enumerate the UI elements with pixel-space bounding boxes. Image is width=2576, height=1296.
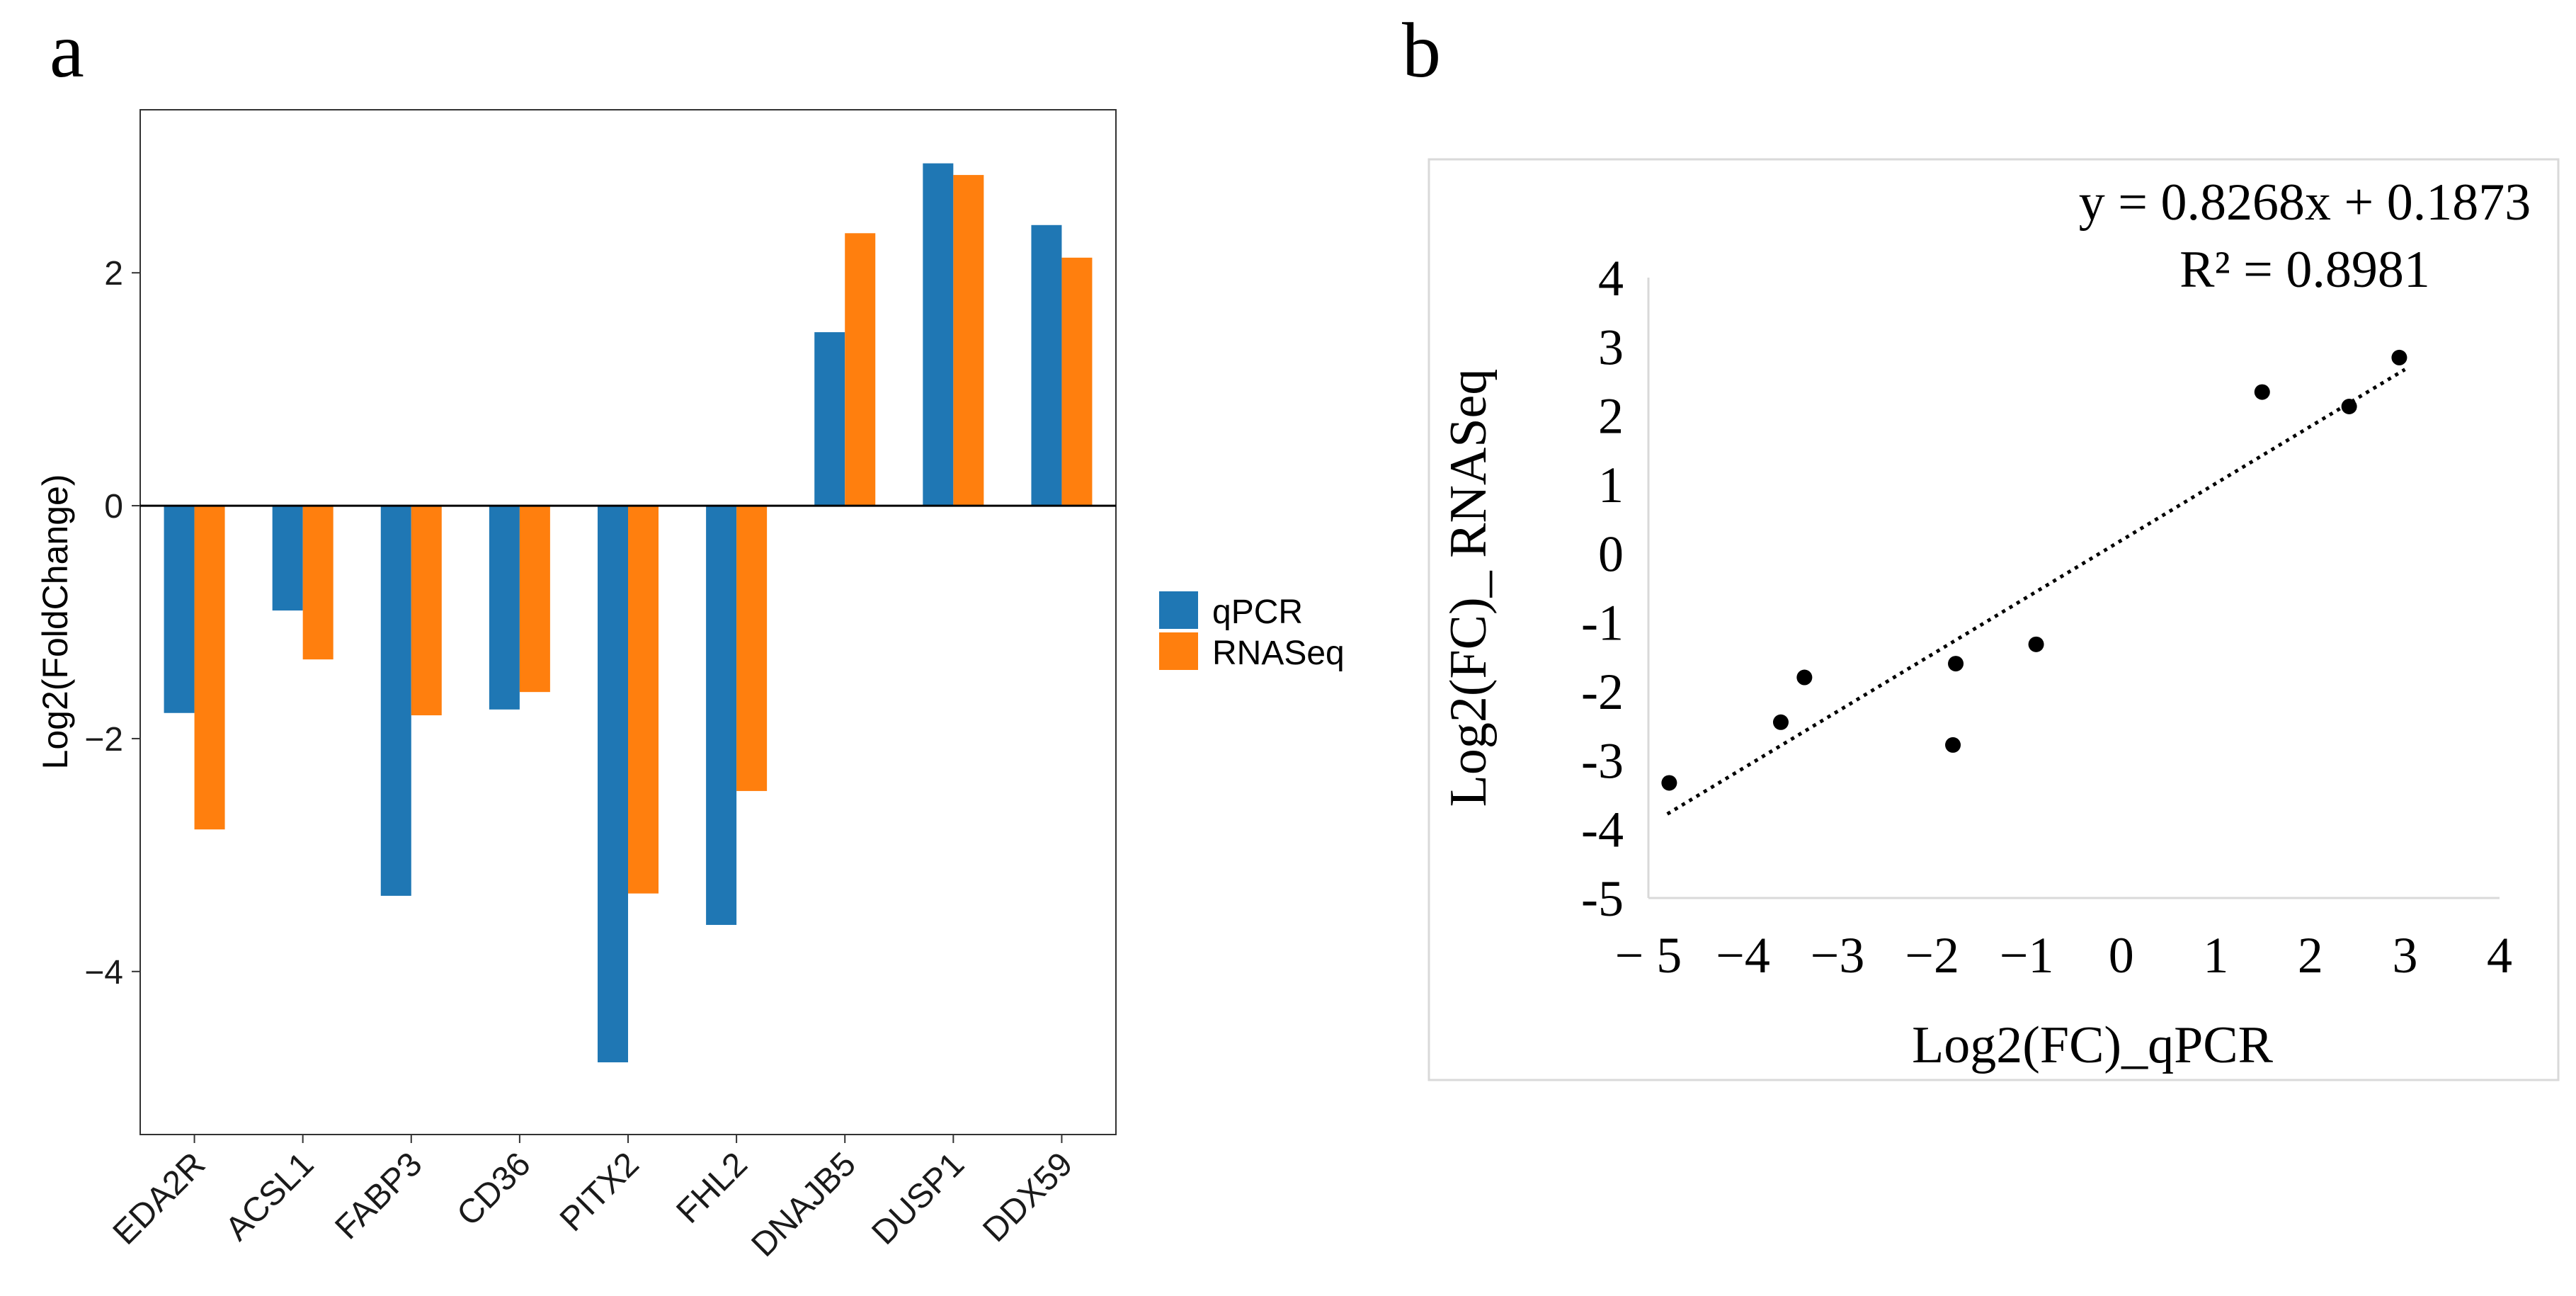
x-tick-label: −1 xyxy=(2000,927,2054,984)
trendline xyxy=(1666,368,2406,816)
y-tick-label: 3 xyxy=(1598,319,1624,375)
bar-qpcr-acsl1 xyxy=(272,506,303,611)
x-tick-label: DDX59 xyxy=(976,1145,1080,1249)
y-tick-label: −2 xyxy=(84,721,123,758)
x-tick-label: −2 xyxy=(1905,927,1959,984)
bar-qpcr-dnajb5 xyxy=(814,332,845,506)
scatter-point xyxy=(2254,384,2270,400)
y-tick-label: -1 xyxy=(1581,595,1624,652)
y-axis-ticks: 4 3 2 1 0 -1 -2 -3 -4 -5 xyxy=(1581,250,1624,927)
scatter-chart: y = 0.8268x + 0.1873 R² = 0.8981 4 3 2 1 0 -1… xyxy=(1427,158,2560,1081)
regression-equation: y = 0.8268x + 0.1873 xyxy=(2079,174,2531,232)
bar-rnaseq-fabp3 xyxy=(411,506,442,716)
x-tick-label: FHL2 xyxy=(669,1145,754,1230)
bars xyxy=(164,163,1093,1063)
x-tick-label: DUSP1 xyxy=(865,1145,971,1252)
y-tick-label: -2 xyxy=(1581,664,1624,720)
bar-rnaseq-eda2r xyxy=(194,506,225,830)
bar-rnaseq-acsl1 xyxy=(302,506,334,660)
scatter-point xyxy=(1945,737,1961,753)
data-points xyxy=(1661,349,2407,791)
plot-frame xyxy=(1427,158,2560,1081)
y-tick-label: -5 xyxy=(1581,870,1624,927)
scatter-point xyxy=(2028,636,2044,652)
scatter-point xyxy=(1661,775,1677,791)
bar-qpcr-cd36 xyxy=(489,506,520,710)
legend-swatch-qpcr xyxy=(1159,591,1198,629)
x-tick-label: ACSL1 xyxy=(218,1145,321,1248)
scatter-point xyxy=(1772,714,1789,730)
y-tick-label: -4 xyxy=(1581,802,1624,858)
bar-rnaseq-dnajb5 xyxy=(845,233,876,506)
y-axis-title: Log2(FC)_ RNASeq xyxy=(1440,369,1498,807)
scatter-point xyxy=(1796,669,1813,686)
x-tick-label: −3 xyxy=(1811,927,1865,984)
y-tick-label: −4 xyxy=(84,954,123,991)
bar-rnaseq-dusp1 xyxy=(953,175,984,506)
legend: qPCR RNASeq xyxy=(1159,591,1345,672)
y-tick-label: 2 xyxy=(104,255,123,292)
x-tick-label: − 5 xyxy=(1615,927,1682,984)
x-tick-label: 3 xyxy=(2392,927,2417,984)
r-squared: R² = 0.8981 xyxy=(2179,241,2430,299)
x-axis-title: Log2(FC)_qPCR xyxy=(1912,1016,2274,1074)
bar-rnaseq-cd36 xyxy=(519,506,550,693)
y-tick-label: 0 xyxy=(1598,525,1624,582)
bar-rnaseq-ddx59 xyxy=(1061,257,1093,506)
y-tick-label: 1 xyxy=(1598,457,1624,513)
y-tick-label: 4 xyxy=(1598,250,1624,307)
x-tick-label: 1 xyxy=(2203,927,2228,984)
x-tick-label: EDA2R xyxy=(106,1145,213,1252)
bar-qpcr-fabp3 xyxy=(380,506,411,896)
y-axis-ticks: 2 0 −2 −4 xyxy=(84,255,140,991)
scatter-point xyxy=(1948,656,1964,672)
legend-label-qpcr: qPCR xyxy=(1212,593,1303,631)
y-axis-title: Log2(FoldChange) xyxy=(35,474,75,770)
bar-qpcr-pitx2 xyxy=(598,506,628,1063)
bar-rnaseq-fhl2 xyxy=(736,506,768,791)
bar-qpcr-ddx59 xyxy=(1031,224,1062,506)
bar-qpcr-eda2r xyxy=(164,506,195,713)
bar-qpcr-fhl2 xyxy=(706,506,737,926)
bar-qpcr-dusp1 xyxy=(923,163,954,506)
x-tick-label: CD36 xyxy=(450,1145,537,1233)
panel-a-label: a xyxy=(50,7,84,93)
scatter-point xyxy=(2341,399,2357,415)
x-tick-label: FABP3 xyxy=(328,1145,429,1246)
x-tick-label: 2 xyxy=(2298,927,2323,984)
x-tick-label: 4 xyxy=(2487,927,2512,984)
x-axis-ticks: − 5 −4 −3 −2 −1 0 1 2 3 4 xyxy=(1615,927,2512,984)
x-tick-label: −4 xyxy=(1716,927,1770,984)
y-tick-label: 0 xyxy=(104,488,123,525)
bar-rnaseq-pitx2 xyxy=(628,506,659,894)
legend-label-rnaseq: RNASeq xyxy=(1212,635,1345,672)
bar-chart: 2 0 −2 −4 EDA2R ACSL1 FABP3 CD36 PITX2 FHL2DNAJB… xyxy=(35,109,1345,1264)
legend-swatch-rnaseq xyxy=(1159,632,1198,670)
y-tick-label: 2 xyxy=(1598,388,1624,445)
y-tick-label: -3 xyxy=(1581,732,1624,789)
x-tick-label: DNAJB5 xyxy=(744,1145,863,1264)
x-tick-label: 0 xyxy=(2109,927,2134,984)
scatter-point xyxy=(2391,349,2407,365)
panel-b-label: b xyxy=(1402,7,1441,93)
x-tick-label: PITX2 xyxy=(553,1145,646,1239)
